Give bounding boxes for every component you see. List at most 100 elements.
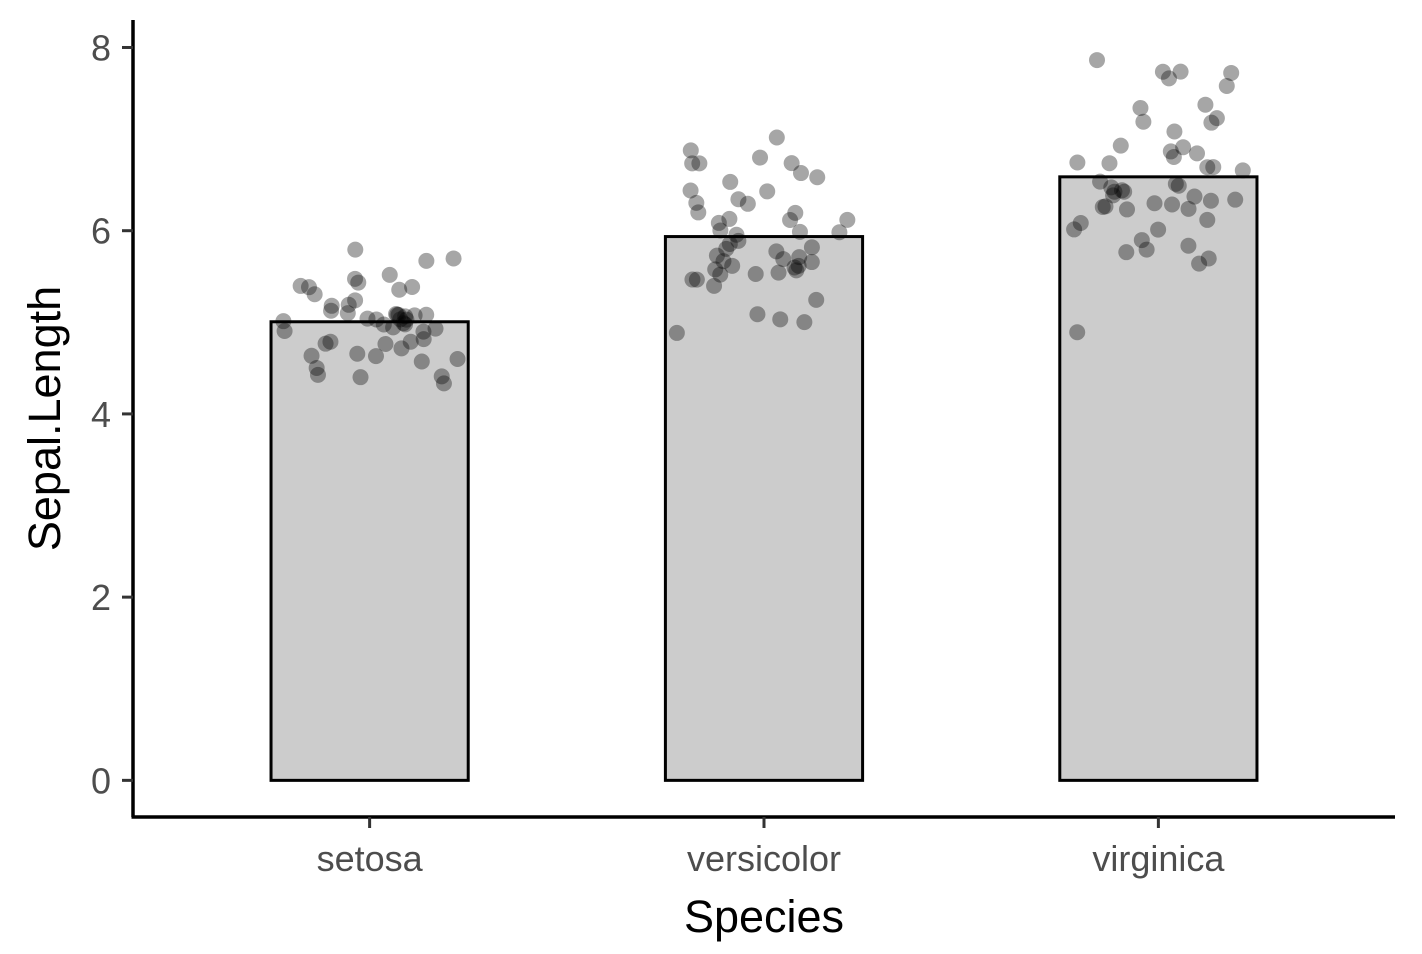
data-point-virginica — [1162, 143, 1179, 160]
data-point-virginica — [1103, 179, 1120, 196]
data-point-setosa — [322, 333, 339, 350]
data-point-setosa — [306, 286, 323, 303]
data-point-virginica — [1138, 241, 1155, 258]
data-point-setosa — [397, 308, 414, 325]
data-point-versicolor — [796, 314, 813, 331]
data-point-versicolor — [759, 183, 776, 200]
data-point-setosa — [389, 306, 406, 323]
data-point-virginica — [1223, 64, 1240, 81]
data-point-setosa — [303, 347, 320, 364]
data-point-versicolor — [770, 264, 787, 281]
data-point-virginica — [1186, 188, 1203, 205]
data-point-versicolor — [783, 155, 800, 172]
data-point-virginica — [1208, 110, 1225, 127]
data-point-versicolor — [790, 257, 807, 274]
data-point-setosa — [397, 316, 414, 333]
data-point-setosa — [415, 323, 432, 340]
data-point-virginica — [1189, 145, 1206, 162]
data-point-setosa — [388, 305, 405, 322]
data-point-virginica — [1069, 154, 1086, 171]
data-point-setosa — [340, 296, 357, 313]
data-point-setosa — [445, 250, 462, 267]
data-point-virginica — [1165, 148, 1182, 165]
data-point-versicolor — [668, 324, 685, 341]
data-point-virginica — [1135, 113, 1152, 130]
y-tick-label: 0 — [91, 760, 111, 801]
data-point-virginica — [1164, 196, 1181, 213]
data-point-versicolor — [721, 235, 738, 252]
data-point-versicolor — [712, 266, 729, 283]
data-point-versicolor — [791, 249, 808, 266]
data-point-virginica — [1101, 155, 1118, 172]
data-point-virginica — [1094, 198, 1111, 215]
data-point-virginica — [1234, 162, 1251, 179]
data-point-setosa — [377, 335, 394, 352]
data-point-virginica — [1118, 201, 1135, 218]
data-point-setosa — [392, 311, 409, 328]
data-point-versicolor — [691, 155, 708, 172]
data-point-setosa — [406, 307, 423, 324]
data-point-setosa — [349, 345, 366, 362]
data-point-setosa — [415, 331, 432, 348]
bar-versicolor — [663, 235, 865, 782]
data-point-versicolor — [708, 247, 725, 264]
data-point-setosa — [367, 348, 384, 365]
data-point-versicolor — [688, 271, 705, 288]
data-point-virginica — [1069, 324, 1086, 341]
data-point-versicolor — [722, 173, 739, 190]
data-point-versicolor — [752, 149, 769, 166]
data-point-versicolor — [718, 240, 735, 257]
data-point-setosa — [347, 292, 364, 309]
bar-virginica — [1058, 175, 1259, 782]
data-point-versicolor — [788, 262, 805, 279]
data-point-virginica — [1218, 78, 1235, 95]
data-point-versicolor — [768, 243, 785, 260]
data-point-versicolor — [749, 306, 766, 323]
data-point-versicolor — [739, 195, 756, 212]
data-point-virginica — [1172, 63, 1189, 80]
data-point-versicolor — [809, 169, 826, 186]
jitter-points-layer — [275, 52, 1251, 392]
data-point-virginica — [1097, 198, 1114, 215]
data-point-setosa — [433, 368, 450, 385]
data-point-versicolor — [787, 204, 804, 221]
data-point-virginica — [1072, 214, 1089, 231]
data-point-virginica — [1133, 232, 1150, 249]
data-point-versicolor — [831, 224, 848, 241]
data-point-versicolor — [808, 291, 825, 308]
data-point-setosa — [317, 335, 334, 352]
data-point-setosa — [381, 266, 398, 283]
data-point-setosa — [347, 270, 364, 287]
data-point-setosa — [309, 366, 326, 383]
data-point-virginica — [1106, 183, 1123, 200]
data-point-versicolor — [728, 226, 745, 243]
bars-layer — [269, 175, 1259, 782]
data-point-versicolor — [710, 214, 727, 231]
data-point-setosa — [323, 302, 340, 319]
data-point-versicolor — [688, 194, 705, 211]
data-point-versicolor — [803, 239, 820, 256]
x-tick-label: versicolor — [687, 838, 841, 879]
data-point-setosa — [323, 297, 340, 314]
data-point-setosa — [413, 353, 430, 370]
data-point-setosa — [300, 279, 317, 296]
data-point-virginica — [1112, 137, 1129, 154]
data-point-versicolor — [803, 254, 820, 271]
bar-setosa — [269, 320, 470, 782]
data-point-virginica — [1132, 100, 1149, 117]
data-point-versicolor — [682, 182, 699, 199]
data-point-versicolor — [839, 211, 856, 228]
data-point-virginica — [1160, 70, 1177, 87]
data-point-versicolor — [684, 271, 701, 288]
data-point-virginica — [1118, 244, 1135, 261]
data-point-setosa — [275, 313, 292, 330]
data-point-setosa — [347, 241, 364, 258]
data-point-virginica — [1166, 123, 1183, 140]
data-point-virginica — [1167, 175, 1184, 192]
data-point-versicolor — [682, 142, 699, 159]
data-point-setosa — [418, 306, 435, 323]
data-point-setosa — [435, 375, 452, 392]
data-point-setosa — [398, 311, 415, 328]
